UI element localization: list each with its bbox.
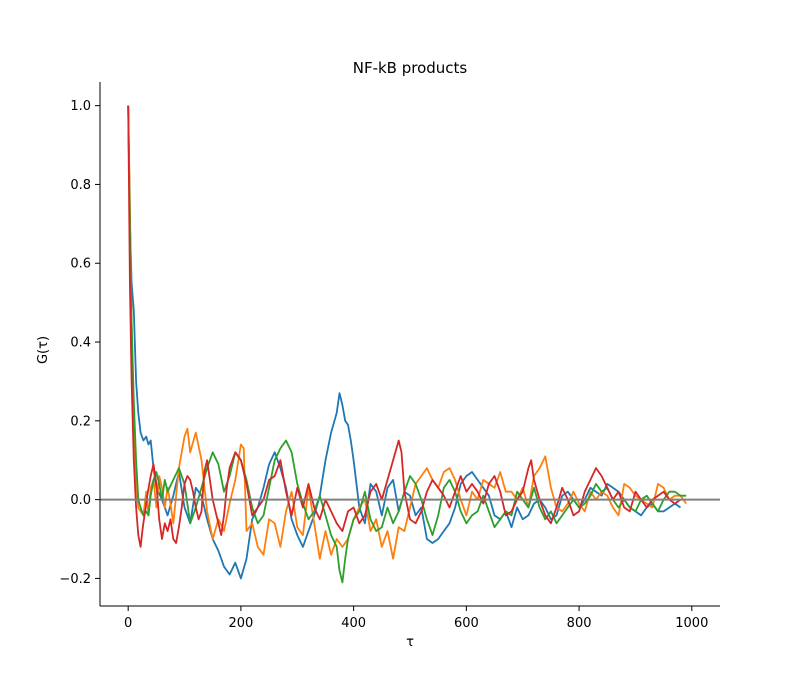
y-tick-label: −0.2 [59,572,91,587]
series-line-1 [127,105,682,580]
y-tick-label: 0.0 [70,493,91,508]
x-tick-label: 0 [124,616,132,631]
plot-area: 0 200 400 600 800 1000 −0.2 0.0 0.2 0.4 0.6 0.8 1.0 [59,82,720,631]
x-axis-label: τ [406,635,414,650]
x-tick-label: 800 [567,616,592,631]
series-line-3 [127,105,687,584]
y-tick-label: 0.8 [70,178,91,193]
chart-title: NF-kB products [353,59,468,77]
x-tick-label: 400 [341,616,366,631]
series-line-4 [127,105,682,548]
x-tick-label: 200 [228,616,253,631]
y-tick-label: 1.0 [70,99,91,114]
y-tick-label: 0.6 [70,257,91,272]
y-axis-label: G(τ) [36,336,51,364]
x-tick-label: 1000 [675,616,708,631]
x-tick-label: 600 [454,616,479,631]
y-tick-label: 0.2 [70,414,91,429]
y-tick-label: 0.4 [70,336,91,351]
